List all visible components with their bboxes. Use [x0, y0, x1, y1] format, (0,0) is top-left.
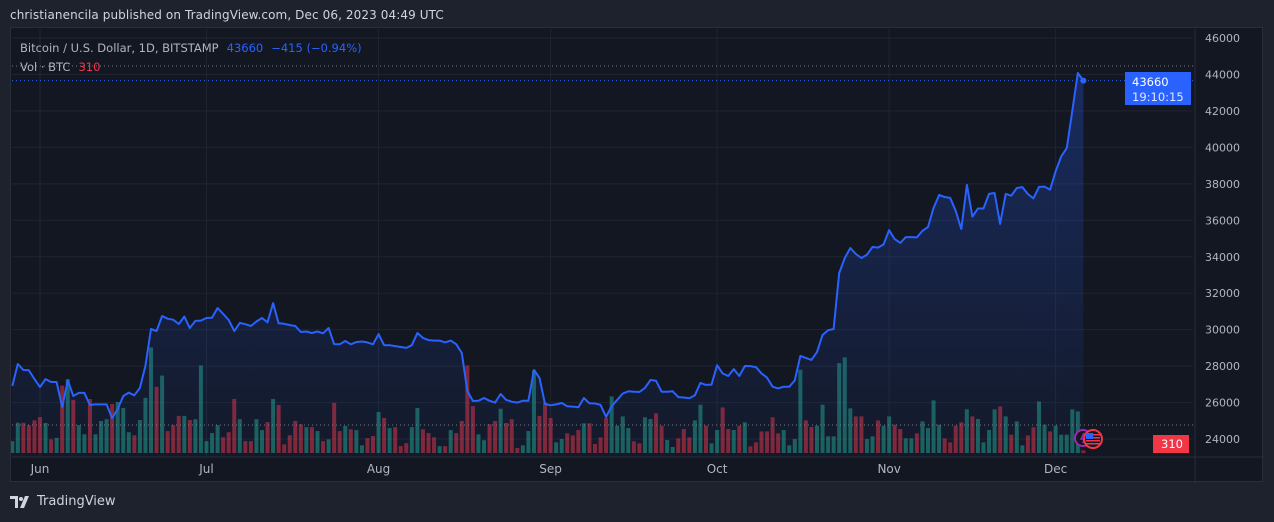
y-tick-label: 26000 [1205, 397, 1240, 410]
price-change: −415 (−0.94%) [271, 41, 362, 55]
time-axis: Jun Jul Aug Sep Oct Nov Dec [30, 462, 1068, 476]
volume-badge [1153, 435, 1189, 453]
symbol-title[interactable]: Bitcoin / U.S. Dollar, 1D, BITSTAMP [20, 41, 219, 55]
y-tick-label: 32000 [1205, 287, 1240, 300]
y-tick-label: 36000 [1205, 214, 1240, 227]
brand-name: TradingView [37, 494, 116, 509]
x-tick-label: Aug [367, 462, 390, 476]
y-tick-label: 28000 [1205, 360, 1240, 373]
last-price-badge-value: 43660 [1132, 75, 1169, 89]
volume-badge-value: 310 [1161, 437, 1183, 451]
last-price-badge [1125, 72, 1191, 105]
last-price: 43660 [226, 41, 264, 55]
y-tick-label: 40000 [1205, 141, 1240, 154]
x-tick-label: Nov [877, 462, 900, 476]
y-tick-label: 30000 [1205, 324, 1240, 337]
price-area-fill [12, 73, 1084, 457]
x-tick-label: Jul [198, 462, 213, 476]
bar-countdown: 19:10:15 [1132, 90, 1184, 104]
last-price-marker [1080, 77, 1087, 84]
y-tick-label: 38000 [1205, 178, 1240, 191]
price-line[interactable] [11, 72, 1085, 420]
us-flag-economic-event-icon[interactable] [1083, 429, 1103, 449]
chart-panel[interactable]: 46000 44000 42000 40000 38000 36000 34000 32000… [10, 27, 1264, 483]
x-tick-label: Dec [1044, 462, 1067, 476]
x-tick-label: Sep [539, 462, 562, 476]
y-tick-label: 42000 [1205, 105, 1240, 118]
reference-lines [12, 65, 1193, 449]
x-tick-label: Oct [707, 462, 728, 476]
price-area [11, 72, 1087, 457]
price-axis: 46000 44000 42000 40000 38000 36000 34000 32000… [1205, 32, 1240, 446]
volume-title[interactable]: Vol · BTC [20, 60, 71, 74]
y-tick-label: 46000 [1205, 32, 1240, 45]
x-tick-label: Jun [30, 462, 50, 476]
volume-value: 310 [78, 60, 101, 74]
y-tick-label: 24000 [1205, 433, 1240, 446]
y-tick-label: 44000 [1205, 68, 1240, 81]
footer-brand[interactable]: TradingView [10, 494, 116, 509]
tradingview-logo-icon [10, 495, 29, 508]
published-header: christianencila published on TradingView… [10, 8, 444, 22]
chart-legend: Bitcoin / U.S. Dollar, 1D, BITSTAMP 4366… [20, 39, 362, 77]
y-tick-label: 34000 [1205, 251, 1240, 264]
price-chart[interactable]: 46000 44000 42000 40000 38000 36000 34000 32000… [11, 28, 1264, 483]
